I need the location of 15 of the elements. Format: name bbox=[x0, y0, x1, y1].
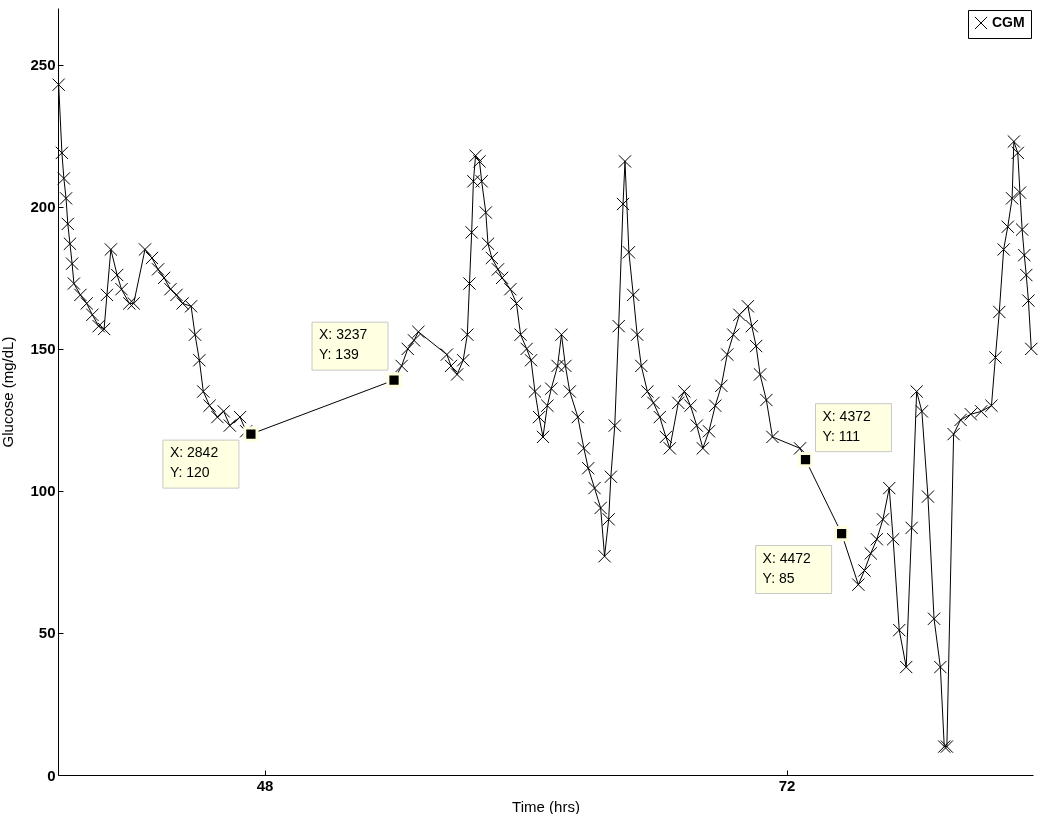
annotation: X: 4472 Y: 85 bbox=[762, 549, 812, 586]
y-tick-label: 50 bbox=[38, 624, 56, 642]
y-tick-label: 0 bbox=[47, 766, 56, 784]
y-tick-label: 200 bbox=[30, 198, 56, 216]
y-tick-label: 250 bbox=[30, 56, 56, 74]
y-axis-title: Glucose (mg/dL) bbox=[0, 336, 17, 448]
y-tick-label: 150 bbox=[30, 340, 56, 358]
legend-label: CGM bbox=[992, 14, 1025, 30]
x-tick-label: 48 bbox=[256, 776, 274, 794]
x-axis-title: Time (hrs) bbox=[512, 797, 580, 815]
x-tick-label: 72 bbox=[778, 776, 796, 794]
y-tick-label: 100 bbox=[30, 482, 56, 500]
annotation: X: 4372 Y: 111 bbox=[822, 407, 871, 444]
annotation: X: 3237 Y: 139 bbox=[319, 326, 368, 363]
annotation: X: 2842 Y: 120 bbox=[169, 444, 219, 481]
